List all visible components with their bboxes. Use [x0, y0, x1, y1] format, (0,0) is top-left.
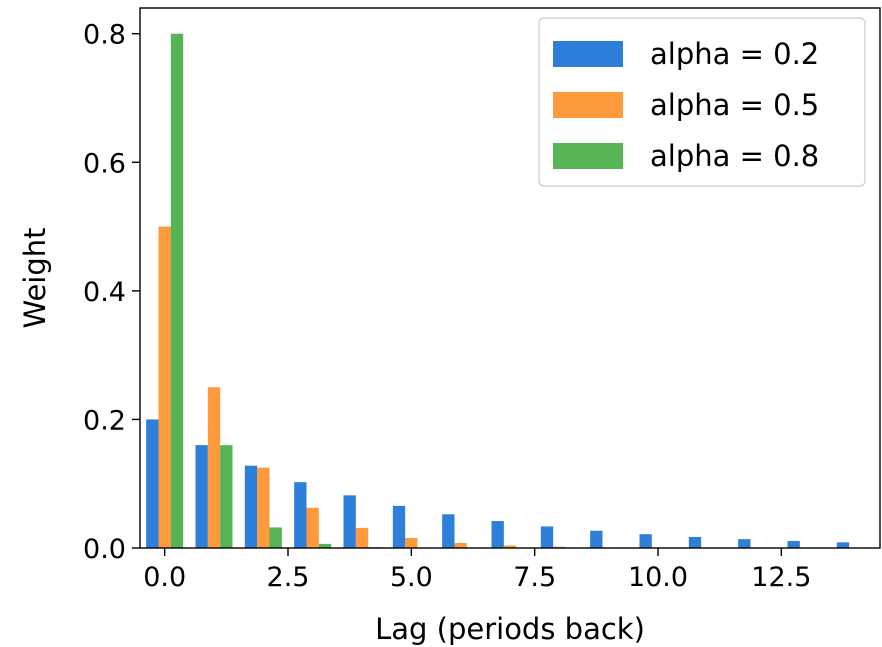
x-tick-label: 10.0 — [628, 562, 688, 593]
bar-series-2-lag-4 — [355, 527, 369, 548]
bar-series-1-lag-1 — [195, 445, 208, 548]
legend-swatch-2 — [553, 92, 623, 118]
legend-swatch-1 — [553, 41, 623, 67]
legend: alpha = 0.2 alpha = 0.5 alpha = 0.8 — [538, 17, 866, 187]
bar-series-3-lag-0 — [170, 33, 184, 548]
bar-series-1-lag-9 — [590, 530, 603, 548]
bar-series-1-lag-7 — [491, 521, 504, 548]
x-tick-label: 2.5 — [267, 562, 310, 593]
bar-series-1-lag-2 — [244, 465, 258, 548]
bar-series-3-lag-1 — [220, 445, 233, 548]
y-axis-label: Weight — [18, 227, 52, 328]
bar-series-2-lag-0 — [158, 226, 171, 549]
y-tick-label: 0.4 — [83, 277, 126, 308]
bars-group — [146, 33, 862, 549]
bar-series-1-lag-8 — [540, 526, 554, 548]
x-tick-label: 7.5 — [513, 562, 556, 593]
y-tick-label: 0.2 — [83, 405, 126, 436]
legend-label-3: alpha = 0.8 — [650, 139, 819, 173]
bar-series-1-lag-6 — [442, 514, 455, 548]
x-tick-label: 0.0 — [143, 562, 186, 593]
bar-series-2-lag-1 — [207, 387, 221, 548]
y-axis: 0.0 0.2 0.4 0.6 0.8 — [83, 20, 140, 565]
bar-series-2-lag-6 — [454, 542, 467, 548]
bar-series-2-lag-3 — [306, 507, 319, 548]
plot-frame — [139, 7, 881, 549]
y-tick-label: 0.6 — [83, 148, 126, 179]
bar-series-1-lag-3 — [294, 482, 307, 548]
bar-series-1-lag-4 — [343, 495, 356, 548]
y-tick-label: 0.0 — [83, 534, 126, 565]
bar-series-2-lag-2 — [257, 467, 270, 548]
x-tick-label: 12.5 — [751, 562, 811, 593]
bar-series-1-lag-10 — [639, 534, 652, 548]
bar-series-1-lag-5 — [392, 505, 406, 548]
bar-series-1-lag-14 — [836, 542, 850, 548]
bar-series-3-lag-3 — [318, 543, 332, 548]
legend-label-2: alpha = 0.5 — [650, 88, 819, 122]
bar-series-1-lag-11 — [688, 536, 702, 548]
legend-swatch-3 — [553, 143, 623, 169]
x-axis: 0.0 2.5 5.0 7.5 10.0 12.5 — [143, 548, 811, 593]
x-tick-label: 5.0 — [390, 562, 433, 593]
bar-series-2-lag-7 — [503, 545, 517, 548]
bar-series-3-lag-2 — [269, 527, 282, 548]
bar-series-2-lag-5 — [405, 537, 418, 548]
bar-series-1-lag-0 — [146, 419, 159, 548]
y-tick-label: 0.8 — [83, 20, 126, 51]
bar-series-1-lag-12 — [738, 539, 751, 548]
legend-label-1: alpha = 0.2 — [650, 37, 819, 71]
x-axis-label: Lag (periods back) — [375, 612, 645, 646]
bar-series-1-lag-13 — [787, 540, 800, 548]
